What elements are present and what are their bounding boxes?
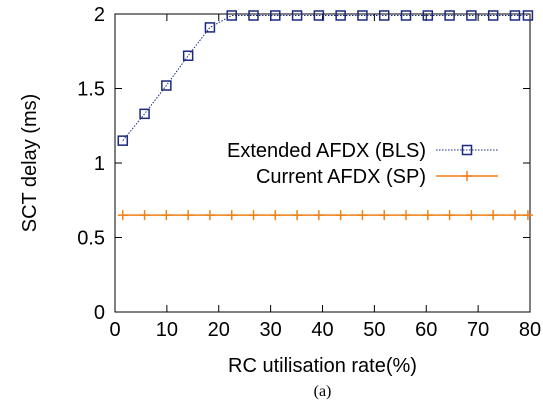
data-point bbox=[117, 210, 128, 221]
data-point bbox=[117, 135, 129, 146]
data-point bbox=[313, 210, 324, 221]
y-tick-label: 2 bbox=[94, 4, 105, 26]
data-point bbox=[183, 210, 194, 221]
data-point bbox=[522, 10, 534, 21]
y-tick-label: 1.5 bbox=[77, 79, 105, 101]
x-tick-label: 60 bbox=[415, 319, 437, 341]
data-point bbox=[182, 50, 194, 61]
data-point bbox=[204, 210, 215, 221]
data-point bbox=[487, 10, 499, 21]
data-point bbox=[248, 210, 259, 221]
data-point bbox=[401, 210, 412, 221]
data-point bbox=[161, 210, 172, 221]
data-point bbox=[161, 80, 172, 91]
data-point bbox=[466, 10, 477, 21]
legend-marker bbox=[462, 171, 472, 181]
data-point bbox=[292, 210, 303, 221]
x-tick-label: 80 bbox=[519, 319, 541, 341]
data-point bbox=[248, 10, 259, 21]
x-axis-title: RC utilisation rate(%) bbox=[228, 355, 417, 377]
data-point bbox=[400, 10, 412, 21]
data-point bbox=[335, 210, 346, 221]
x-tick-label: 70 bbox=[467, 319, 489, 341]
data-point bbox=[270, 10, 281, 21]
plot-area bbox=[114, 13, 531, 313]
data-point bbox=[379, 210, 390, 221]
y-tick-label: 1 bbox=[94, 153, 105, 175]
data-point bbox=[488, 210, 499, 221]
series-1 bbox=[117, 10, 534, 146]
data-point bbox=[335, 10, 346, 21]
x-tick-label: 10 bbox=[156, 319, 178, 341]
data-point bbox=[291, 10, 303, 21]
legend-label: Current AFDX (SP) bbox=[256, 166, 426, 188]
data-point bbox=[444, 10, 455, 21]
legend: Extended AFDX (BLS) Current AFDX (SP) bbox=[227, 140, 498, 188]
series-layer bbox=[117, 10, 534, 221]
series-line bbox=[122, 14, 528, 141]
data-point bbox=[226, 210, 237, 221]
data-point bbox=[509, 10, 521, 21]
data-point bbox=[466, 210, 477, 221]
axis-ticks bbox=[114, 13, 531, 313]
x-tick-label: 0 bbox=[109, 319, 120, 341]
data-point bbox=[422, 10, 434, 21]
data-point bbox=[270, 210, 281, 221]
data-point bbox=[357, 210, 368, 221]
y-axis-title: SCT delay (ms) bbox=[19, 94, 41, 233]
y-tick-label: 0.5 bbox=[77, 228, 105, 250]
data-point bbox=[139, 108, 150, 120]
data-point bbox=[422, 210, 433, 221]
series-2 bbox=[117, 210, 533, 221]
data-point bbox=[313, 10, 325, 21]
x-tick-label: 20 bbox=[208, 319, 230, 341]
data-point bbox=[139, 210, 150, 221]
x-tick-label: 50 bbox=[363, 319, 385, 341]
data-point bbox=[444, 210, 455, 221]
x-tick-label: 30 bbox=[260, 319, 282, 341]
data-point bbox=[522, 210, 533, 221]
data-point bbox=[357, 10, 368, 21]
figure-caption: (a) bbox=[314, 383, 332, 400]
data-point bbox=[226, 10, 237, 21]
data-point bbox=[378, 10, 390, 21]
x-tick-label: 40 bbox=[311, 319, 333, 341]
y-tick-label: 0 bbox=[94, 302, 105, 324]
legend-label: Extended AFDX (BLS) bbox=[227, 140, 426, 162]
data-point bbox=[204, 22, 216, 33]
data-point bbox=[509, 210, 520, 221]
legend-marker bbox=[461, 144, 473, 156]
tick-labels: 0 10 20 30 40 50 60 70 80 0 0.5 1 1.5 2 bbox=[77, 4, 541, 341]
plot-border bbox=[114, 13, 531, 313]
